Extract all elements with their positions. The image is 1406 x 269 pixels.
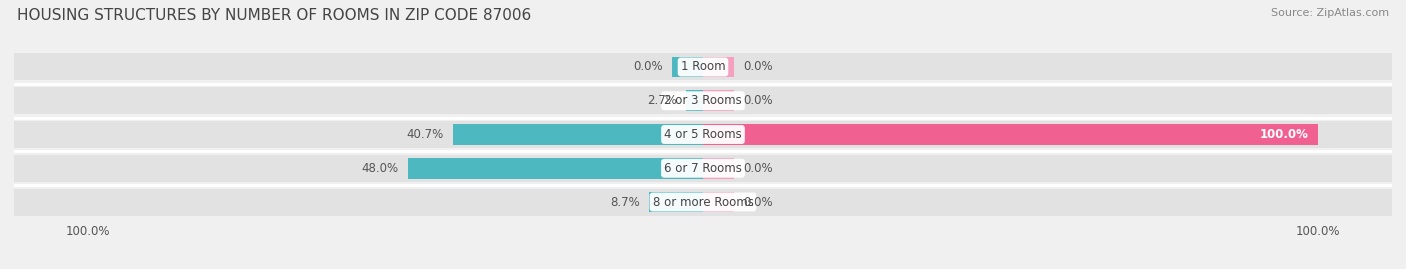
Bar (703, 158, 734, 179)
Text: 8.7%: 8.7% (610, 196, 640, 208)
Text: 8 or more Rooms: 8 or more Rooms (652, 196, 754, 208)
Text: 48.0%: 48.0% (361, 162, 398, 175)
Bar (672, 56, 703, 77)
Text: 100.0%: 100.0% (1260, 128, 1309, 141)
Text: 4 or 5 Rooms: 4 or 5 Rooms (664, 128, 742, 141)
Text: HOUSING STRUCTURES BY NUMBER OF ROOMS IN ZIP CODE 87006: HOUSING STRUCTURES BY NUMBER OF ROOMS IN… (17, 8, 531, 23)
Bar (703, 192, 734, 213)
Text: 0.0%: 0.0% (742, 162, 773, 175)
Text: Source: ZipAtlas.com: Source: ZipAtlas.com (1271, 8, 1389, 18)
Text: 6 or 7 Rooms: 6 or 7 Rooms (664, 162, 742, 175)
Bar (453, 124, 703, 145)
Text: 0.0%: 0.0% (633, 61, 664, 73)
Bar (408, 158, 703, 179)
Text: 40.7%: 40.7% (406, 128, 443, 141)
Bar (703, 124, 1319, 145)
Bar (703, 56, 734, 77)
Text: 0.0%: 0.0% (742, 61, 773, 73)
Text: 2.7%: 2.7% (647, 94, 678, 107)
Bar (14, 155, 1392, 182)
Text: 0.0%: 0.0% (742, 196, 773, 208)
Bar (703, 90, 734, 111)
Bar (14, 189, 1392, 215)
Text: 1 Room: 1 Room (681, 61, 725, 73)
Bar (650, 192, 703, 213)
Bar (14, 54, 1392, 80)
Bar (686, 90, 703, 111)
Text: 2 or 3 Rooms: 2 or 3 Rooms (664, 94, 742, 107)
Text: 0.0%: 0.0% (742, 94, 773, 107)
Bar (14, 87, 1392, 114)
Bar (14, 121, 1392, 148)
